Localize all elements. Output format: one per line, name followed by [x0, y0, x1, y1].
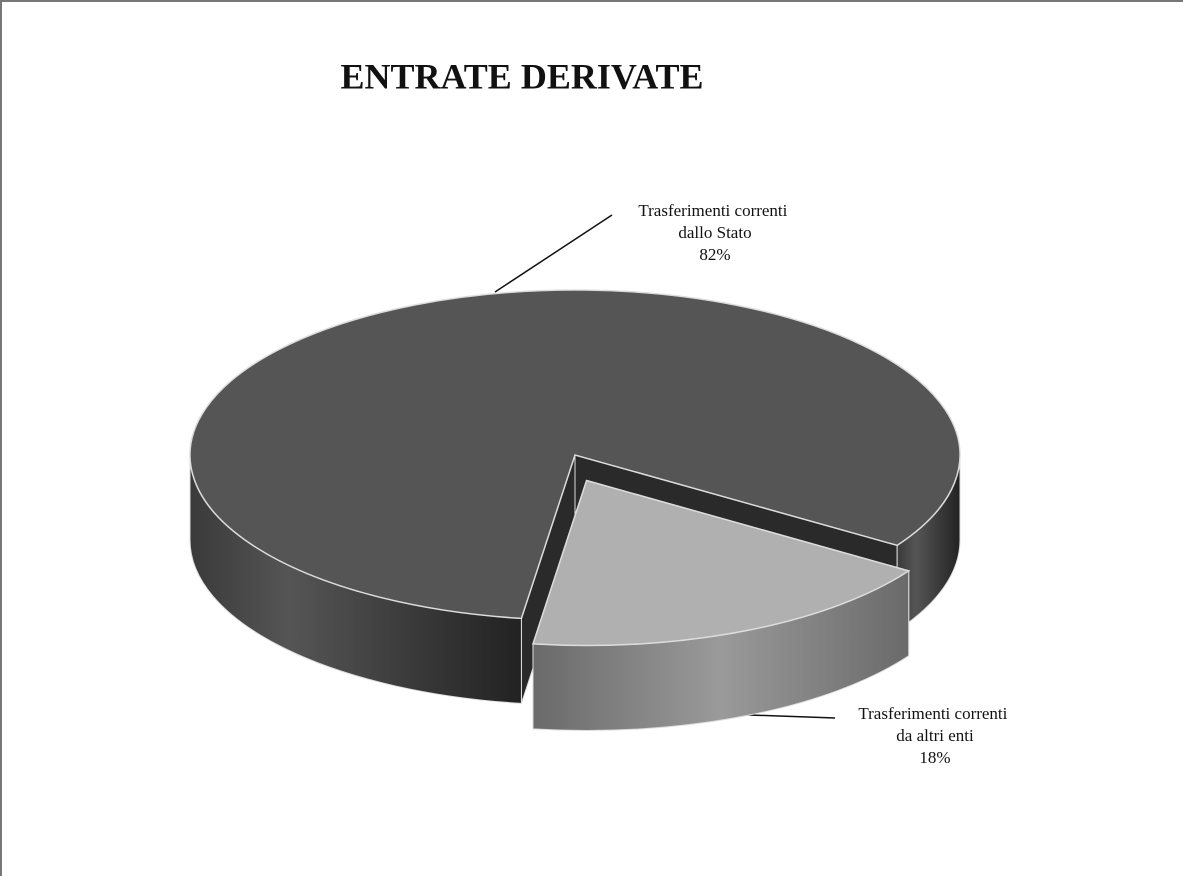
slice-label-line: da altri enti: [896, 726, 974, 745]
slice-label-line: Trasferimenti correnti: [858, 704, 1011, 723]
chart-title: ENTRATE DERIVATE: [340, 56, 703, 96]
slice-top: [189, 289, 961, 620]
leader-line: [494, 214, 613, 293]
slice-value-label: 18%: [919, 748, 950, 767]
slice-top: [531, 479, 911, 647]
slice-label-line: Trasferimenti correnti: [638, 201, 791, 220]
slice-label: Trasferimenti correnti da altri enti: [858, 704, 1011, 745]
slice-label-line: dallo Stato: [678, 223, 751, 242]
slice-value-label: 82%: [699, 245, 730, 264]
slice-label: Trasferimenti correnti dallo Stato: [638, 201, 791, 242]
slice: [531, 479, 911, 731]
